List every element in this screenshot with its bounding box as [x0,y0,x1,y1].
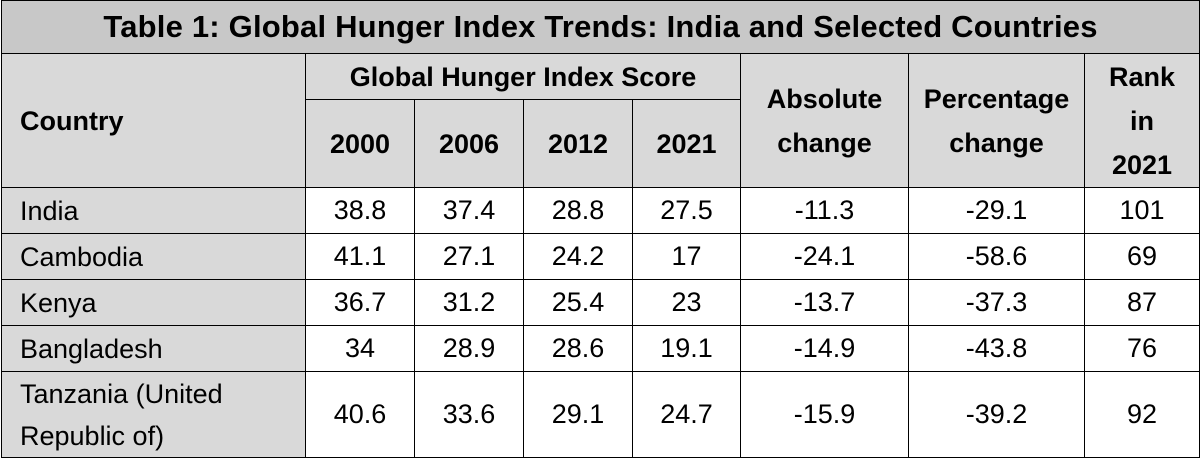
row-country-line2: Republic of) [20,420,165,451]
header-absolute-line2: change [777,127,872,158]
cell-2012: 25.4 [523,279,633,326]
table-row: Bangladesh 34 28.9 28.6 19.1 -14.9 -43.8… [1,325,1200,372]
cell-rank: 76 [1083,325,1200,372]
header-year-2006: 2006 [414,99,524,188]
cell-percentage-change: -29.1 [908,187,1085,234]
cell-2006: 31.2 [414,279,524,326]
cell-2021: 17 [632,233,741,280]
cell-percentage-change: -39.2 [908,371,1085,458]
cell-percentage-change: -37.3 [908,279,1085,326]
cell-absolute-change: -15.9 [740,371,909,458]
header-ghi-score: Global Hunger Index Score [305,53,741,100]
cell-2012: 28.6 [523,325,633,372]
cell-2006: 27.1 [414,233,524,280]
ghi-table: Table 1: Global Hunger Index Trends: Ind… [0,0,1200,458]
table-row: India 38.8 37.4 28.8 27.5 -11.3 -29.1 10… [1,187,1200,234]
cell-2006: 37.4 [414,187,524,234]
header-absolute-change: Absolute change [740,53,909,188]
cell-2021: 19.1 [632,325,741,372]
cell-2021: 24.7 [632,371,741,458]
cell-percentage-change: -43.8 [908,325,1085,372]
header-percentage-line2: change [949,127,1044,158]
row-country: India [1,187,306,234]
header-rank-line1: Rank [1109,61,1176,92]
cell-rank: 92 [1083,371,1200,458]
row-country-line1: Tanzania (United [20,378,223,409]
header-year-2021: 2021 [632,99,741,188]
row-country: Tanzania (United Republic of) [1,371,306,458]
cell-absolute-change: -24.1 [740,233,909,280]
cell-absolute-change: -13.7 [740,279,909,326]
table-title: Table 1: Global Hunger Index Trends: Ind… [0,0,1200,54]
cell-2021: 27.5 [632,187,741,234]
cell-rank: 69 [1083,233,1200,280]
header-year-2012: 2012 [523,99,633,188]
cell-2012: 28.8 [523,187,633,234]
cell-absolute-change: -11.3 [740,187,909,234]
header-percentage-change: Percentage change [908,53,1085,188]
cell-2000: 41.1 [305,233,415,280]
cell-2000: 36.7 [305,279,415,326]
cell-2012: 29.1 [523,371,633,458]
cell-absolute-change: -14.9 [740,325,909,372]
cell-2000: 34 [305,325,415,372]
table-row: Kenya 36.7 31.2 25.4 23 -13.7 -37.3 87 [1,279,1200,326]
row-country: Bangladesh [1,325,306,372]
cell-2021: 23 [632,279,741,326]
header-country: Country [1,53,306,188]
row-country: Kenya [1,279,306,326]
table-row: Tanzania (United Republic of) 40.6 33.6 … [1,371,1200,458]
cell-rank: 87 [1083,279,1200,326]
header-rank: Rank in 2021 [1083,53,1200,188]
cell-rank: 101 [1083,187,1200,234]
header-percentage-line1: Percentage [923,83,1070,114]
cell-2012: 24.2 [523,233,633,280]
cell-2006: 33.6 [414,371,524,458]
row-country: Cambodia [1,233,306,280]
header-absolute-line1: Absolute [766,83,883,114]
header-rank-line3: 2021 [1111,149,1173,180]
header-rank-line2: in [1130,105,1155,136]
cell-2000: 40.6 [305,371,415,458]
cell-percentage-change: -58.6 [908,233,1085,280]
cell-2006: 28.9 [414,325,524,372]
header-year-2000: 2000 [305,99,415,188]
table-row: Cambodia 41.1 27.1 24.2 17 -24.1 -58.6 6… [1,233,1200,280]
cell-2000: 38.8 [305,187,415,234]
